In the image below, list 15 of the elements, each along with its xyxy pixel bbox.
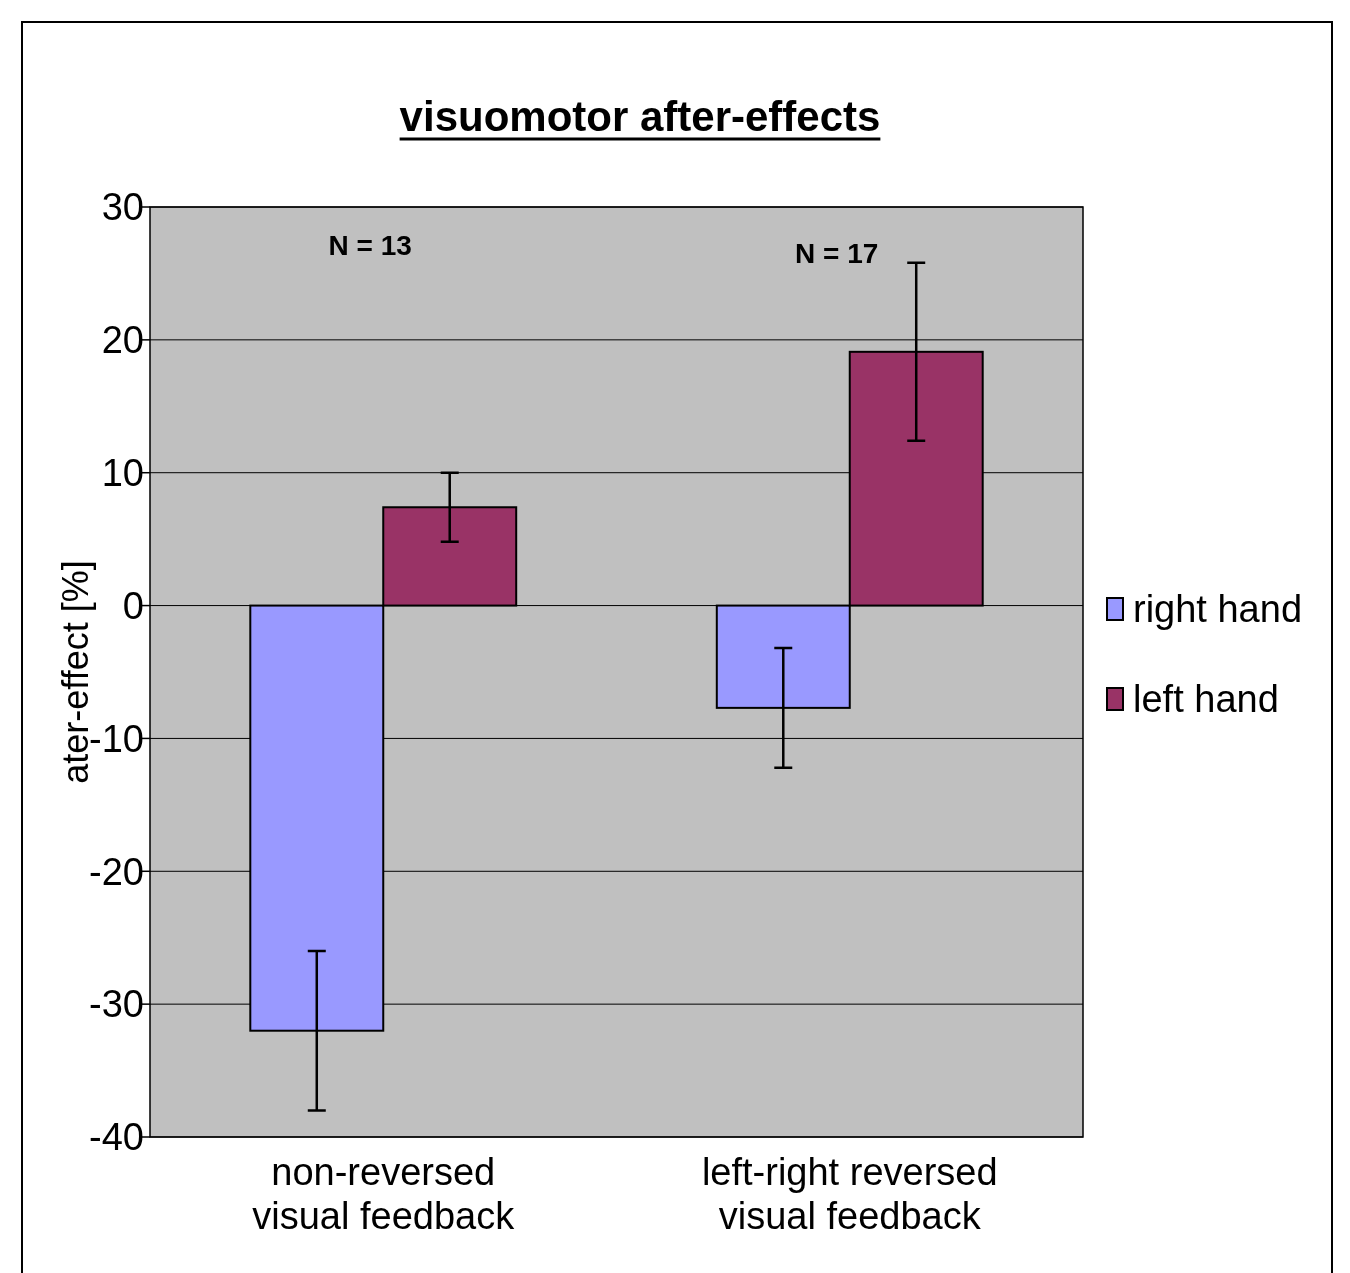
y-tick-label: 0: [122, 584, 144, 627]
annotation: N = 13: [328, 229, 412, 261]
y-tick-label: 30: [101, 186, 144, 229]
chart-title: visuomotor after-effects: [399, 93, 881, 140]
y-tick-label: -20: [89, 850, 144, 893]
annotation: N = 17: [795, 237, 879, 269]
x-tick-label: non-reversed visual feedback: [252, 1151, 516, 1237]
y-tick-label: -30: [89, 983, 144, 1026]
y-tick-label: -40: [89, 1116, 144, 1159]
y-tick-label: 20: [101, 319, 144, 362]
y-tick-label: -10: [89, 717, 144, 760]
legend-label: right hand: [1133, 588, 1303, 631]
legend-label: left hand: [1133, 678, 1279, 721]
x-tick-label: left-right reversed visual feedback: [701, 1151, 998, 1237]
y-tick-label: 10: [101, 452, 144, 495]
